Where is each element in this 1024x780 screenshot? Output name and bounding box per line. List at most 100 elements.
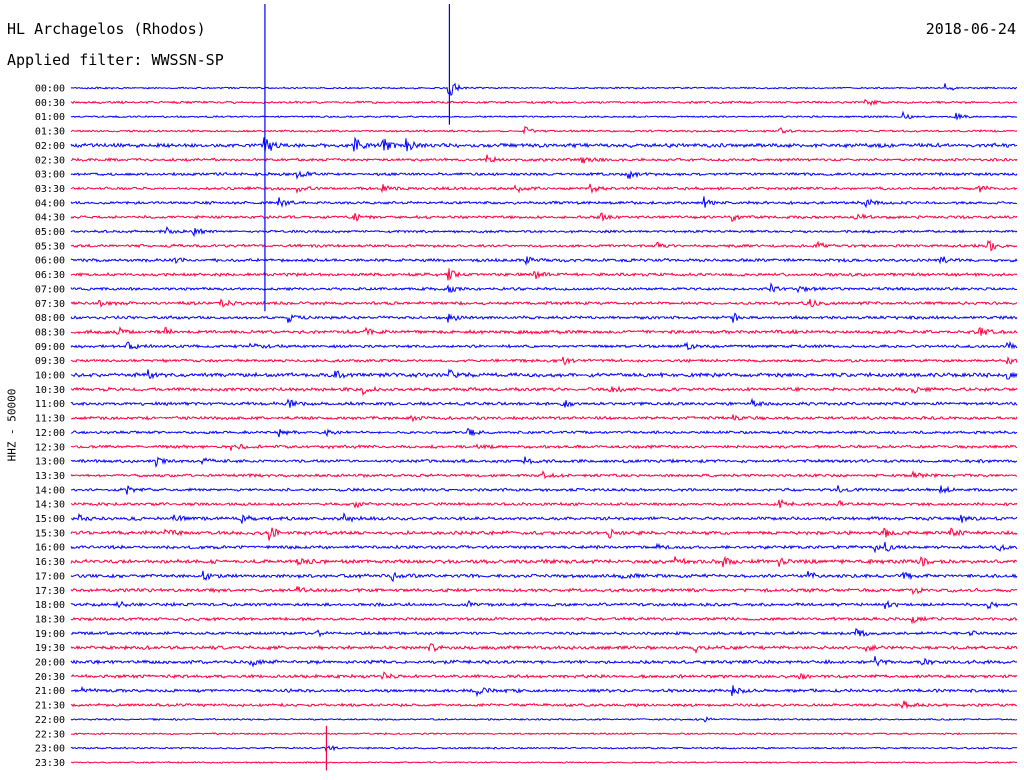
trace-line	[70, 732, 1018, 736]
trace-line	[70, 385, 1018, 397]
time-tick-label: 15:00	[35, 514, 65, 525]
time-tick-label: 01:30	[35, 127, 65, 138]
trace-line	[70, 268, 1018, 281]
time-tick-label: 03:30	[35, 184, 65, 195]
time-tick-label: 10:30	[35, 385, 65, 396]
trace-line	[70, 414, 1018, 423]
time-tick-label: 13:00	[35, 457, 65, 468]
trace-line	[70, 82, 1018, 97]
time-tick-label: 20:00	[35, 658, 65, 669]
time-tick-label: 08:00	[35, 313, 65, 324]
time-tick-label: 13:30	[35, 471, 65, 482]
time-tick-label: 00:00	[35, 84, 65, 95]
time-tick-label: 21:00	[35, 686, 65, 697]
time-tick-label: 20:30	[35, 672, 65, 683]
time-tick-label: 09:30	[35, 356, 65, 367]
trace-line	[70, 498, 1018, 509]
trace-line	[70, 599, 1018, 610]
trace-line	[70, 355, 1018, 366]
time-tick-label: 23:00	[35, 744, 65, 755]
trace-line	[70, 485, 1018, 495]
trace-line	[70, 125, 1018, 135]
trace-line	[70, 570, 1018, 583]
trace-line	[70, 99, 1018, 107]
time-tick-label: 22:00	[35, 715, 65, 726]
time-tick-label: 04:30	[35, 213, 65, 224]
time-tick-label: 10:00	[35, 371, 65, 382]
trace-line	[70, 685, 1018, 698]
trace-line	[70, 716, 1018, 723]
time-tick-label: 08:30	[35, 327, 65, 338]
trace-line	[70, 443, 1018, 451]
trace-line	[70, 643, 1018, 655]
trace-line	[70, 512, 1018, 524]
time-tick-label: 11:30	[35, 414, 65, 425]
time-tick-label: 02:30	[35, 155, 65, 166]
date-label: 2018-06-24	[925, 20, 1016, 38]
time-tick-label: 18:30	[35, 614, 65, 625]
time-tick-label: 14:30	[35, 500, 65, 511]
trace-line	[70, 745, 1018, 753]
trace-line	[70, 225, 1018, 238]
trace-line	[70, 282, 1018, 294]
time-tick-label: 17:30	[35, 586, 65, 597]
trace-line	[70, 615, 1018, 625]
time-tick-label: 00:30	[35, 98, 65, 109]
trace-line	[70, 239, 1018, 252]
time-tick-label: 22:30	[35, 729, 65, 740]
time-tick-label: 11:00	[35, 399, 65, 410]
time-tick-label: 12:00	[35, 428, 65, 439]
time-tick-label: 17:00	[35, 571, 65, 582]
trace-line	[70, 136, 1018, 153]
time-tick-label: 19:00	[35, 629, 65, 640]
station-title: HL Archagelos (Rhodos)	[7, 20, 206, 38]
trace-line	[70, 469, 1018, 480]
trace-line	[70, 555, 1018, 568]
trace-line	[70, 312, 1018, 323]
time-tick-label: 12:30	[35, 442, 65, 453]
time-tick-label: 16:30	[35, 557, 65, 568]
time-tick-label: 14:00	[35, 485, 65, 496]
trace-line	[70, 628, 1018, 638]
trace-line	[70, 298, 1018, 308]
trace-line	[70, 196, 1018, 209]
time-tick-label: 07:30	[35, 299, 65, 310]
time-tick-label: 16:00	[35, 543, 65, 554]
trace-line	[70, 110, 1018, 121]
time-tick-label: 21:30	[35, 701, 65, 712]
time-tick-label: 07:00	[35, 284, 65, 295]
time-tick-label: 19:30	[35, 643, 65, 654]
trace-line	[70, 326, 1018, 336]
time-tick-label: 06:00	[35, 256, 65, 267]
time-tick-label: 02:00	[35, 141, 65, 152]
time-tick-label: 23:30	[35, 758, 65, 769]
trace-line	[70, 527, 1018, 541]
trace-line	[70, 212, 1018, 223]
time-tick-label: 05:00	[35, 227, 65, 238]
trace-line	[70, 256, 1018, 266]
trace-line	[70, 397, 1018, 408]
time-tick-label: 18:00	[35, 600, 65, 611]
time-tick-label: 09:00	[35, 342, 65, 353]
trace-line	[70, 760, 1018, 764]
time-tick-label: 05:30	[35, 241, 65, 252]
time-tick-label: 04:00	[35, 198, 65, 209]
trace-line	[70, 340, 1018, 351]
trace-line	[70, 427, 1018, 438]
trace-line	[70, 170, 1018, 180]
trace-line	[70, 700, 1018, 710]
time-tick-label: 03:00	[35, 170, 65, 181]
time-tick-label: 01:00	[35, 112, 65, 123]
trace-line	[70, 671, 1018, 681]
trace-line	[70, 586, 1018, 596]
trace-line	[70, 368, 1018, 380]
trace-line	[70, 154, 1018, 164]
filter-label: Applied filter: WWSSN-SP	[7, 51, 224, 69]
trace-line	[70, 183, 1018, 195]
trace-line	[70, 656, 1018, 668]
trace-line	[70, 456, 1018, 468]
time-tick-label: 15:30	[35, 528, 65, 539]
time-tick-label: 06:30	[35, 270, 65, 281]
trace-line	[70, 541, 1018, 554]
